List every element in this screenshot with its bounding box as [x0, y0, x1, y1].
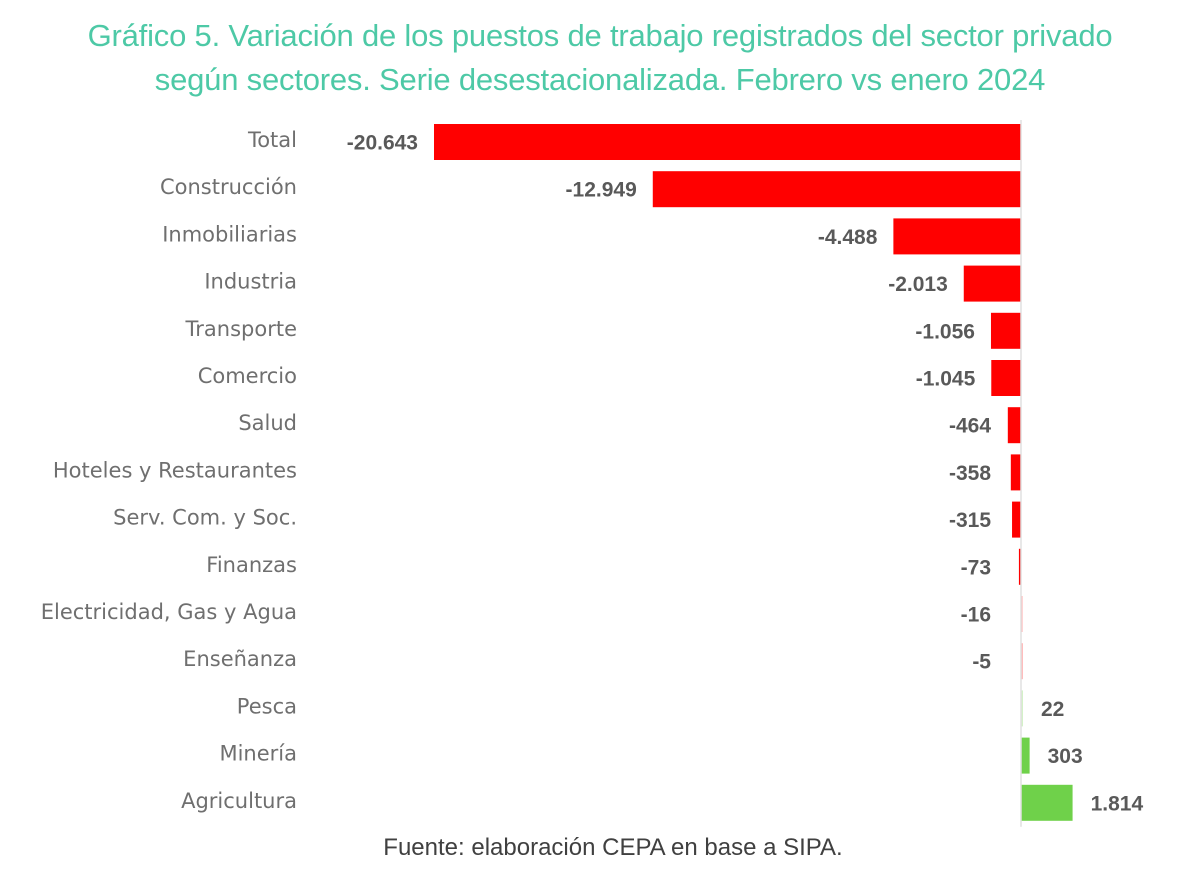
- value-label: 1.814: [1091, 792, 1144, 815]
- bar-inmobiliarias: [893, 218, 1021, 255]
- bar-salud: [1007, 407, 1021, 444]
- value-label: -358: [949, 462, 991, 485]
- bar-serv-com-y-soc: [1012, 501, 1021, 538]
- chart-title-line-1: Gráfico 5. Variación de los puestos de t…: [87, 18, 1113, 53]
- value-label: -12.949: [566, 179, 637, 202]
- bar-transporte: [990, 312, 1021, 349]
- bar-agricultura: [1021, 784, 1073, 821]
- value-label: -1.045: [916, 368, 976, 391]
- category-label: Minería: [219, 742, 297, 766]
- value-label: -5: [972, 651, 991, 674]
- category-label: Transporte: [185, 317, 297, 341]
- category-label: Hoteles y Restaurantes: [53, 458, 297, 482]
- chart-title-line-2: según sectores. Serie desestacionalizada…: [154, 62, 1046, 97]
- category-label: Pesca: [237, 694, 297, 718]
- category-label: Serv. Com. y Soc.: [113, 506, 297, 530]
- category-label: Enseñanza: [183, 647, 297, 671]
- value-label: -315: [949, 509, 991, 532]
- value-label: -464: [949, 415, 991, 438]
- labels-layer: Total -20.643 Construcción -12.949 Inmobilia…: [41, 128, 1144, 815]
- value-label: -16: [961, 604, 991, 627]
- bar-industria: [963, 265, 1021, 302]
- bar-mineria: [1021, 737, 1030, 774]
- category-label: Electricidad, Gas y Agua: [41, 600, 297, 624]
- category-label: Finanzas: [206, 553, 297, 577]
- bar-ensenanza: [1020, 643, 1023, 680]
- category-label: Industria: [204, 270, 297, 294]
- bar-pesca: [1021, 690, 1023, 727]
- bars-layer: [434, 124, 1073, 821]
- category-label: Total: [247, 128, 297, 152]
- category-label: Comercio: [198, 364, 297, 388]
- value-label: -1.056: [915, 320, 975, 343]
- bar-hoteles-y-restaurantes: [1010, 454, 1021, 491]
- category-label: Agricultura: [181, 789, 297, 813]
- value-label: -4.488: [818, 226, 878, 249]
- bar-finanzas: [1018, 548, 1021, 585]
- value-label: -2.013: [888, 273, 948, 296]
- category-label: Salud: [238, 411, 297, 435]
- chart-title: Gráfico 5. Variación de los puestos de t…: [0, 14, 1200, 102]
- bar-comercio: [991, 360, 1021, 396]
- value-label: -73: [961, 556, 991, 579]
- bar-construccion: [652, 171, 1021, 208]
- category-label: Construcción: [160, 175, 297, 199]
- value-label: 22: [1041, 698, 1064, 721]
- bar-total: [434, 124, 1021, 160]
- value-label: -20.643: [347, 132, 418, 155]
- category-label: Inmobiliarias: [162, 222, 297, 246]
- value-label: 303: [1048, 745, 1083, 768]
- source-note: Fuente: elaboración CEPA en base a SIPA.: [383, 834, 843, 861]
